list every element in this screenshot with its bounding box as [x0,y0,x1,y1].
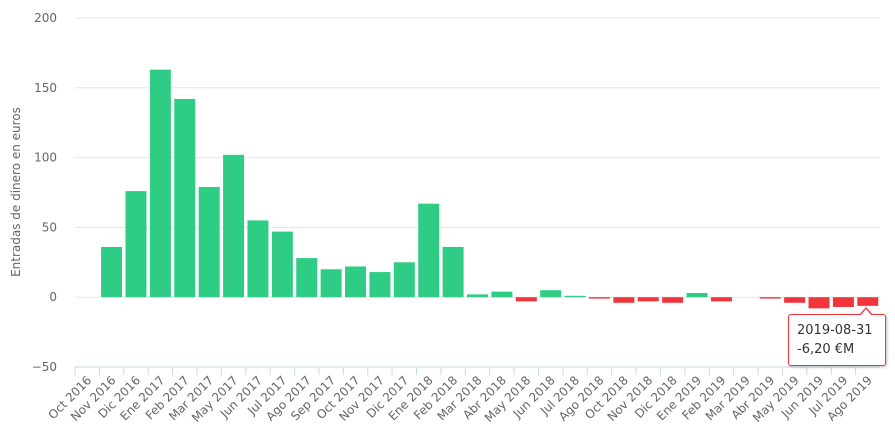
tooltip: 2019-08-31 -6,20 €M [788,307,886,366]
bar[interactable] [588,297,610,299]
bar[interactable] [564,295,586,298]
y-tick-label: 50 [42,220,57,234]
bar[interactable] [808,297,830,309]
bar[interactable] [442,246,464,298]
bar[interactable] [710,297,732,302]
tooltip-value: -6,20 €M [797,342,855,357]
bar[interactable] [491,291,513,298]
bar[interactable] [613,297,635,303]
bar[interactable] [271,231,293,298]
bar[interactable] [759,297,781,299]
bar[interactable] [223,154,245,298]
bar[interactable] [784,297,806,303]
bar[interactable] [467,294,488,298]
bar[interactable] [418,203,440,298]
tooltip-date: 2019-08-31 [797,323,873,338]
grid [75,17,880,368]
bar[interactable] [296,258,318,298]
y-tick-label: 100 [34,151,57,165]
y-tick-label: −50 [32,360,57,374]
bar[interactable] [149,69,171,298]
bar[interactable] [320,269,342,298]
bar[interactable] [832,297,854,307]
bar[interactable] [540,290,562,298]
bar[interactable] [369,272,391,298]
bar[interactable] [125,191,147,298]
bar[interactable] [686,293,708,298]
bar[interactable] [637,297,659,302]
bar[interactable] [198,186,220,298]
y-tick-label: 150 [34,81,57,95]
y-tick-label: 200 [34,11,57,25]
bar[interactable] [662,297,684,303]
bar[interactable] [515,297,537,302]
bar[interactable] [393,262,415,298]
bar[interactable] [857,297,879,306]
y-tick-label: 0 [49,290,57,304]
bar[interactable] [174,98,196,298]
bar[interactable] [101,246,123,298]
y-axis: −50 0 50 100 150 200 [32,11,57,374]
bar[interactable] [247,220,269,298]
y-axis-label: Entradas de dinero en euros [9,107,23,277]
bars [101,69,879,309]
bar[interactable] [345,266,367,298]
